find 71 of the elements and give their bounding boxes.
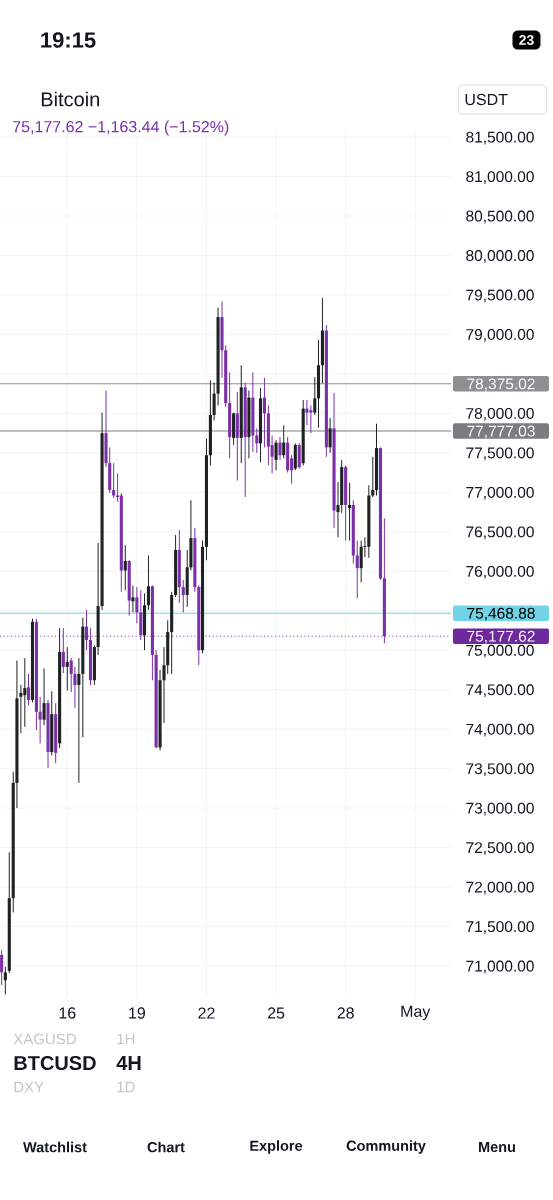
text: DXY [14, 1081, 44, 1093]
candlestick [309, 404, 313, 434]
x-tick-label: 19 [129, 1007, 145, 1019]
y-axis-title: USDT [465, 93, 508, 106]
candlestick [139, 589, 143, 641]
x-tick-label: 25 [267, 1007, 285, 1019]
candlestick [84, 609, 89, 651]
y-tick-label: 76,000.00 [466, 565, 534, 579]
candlestick [313, 376, 317, 416]
text: 1D [117, 1081, 135, 1093]
text: Community [346, 1140, 426, 1154]
candlestick [348, 482, 352, 541]
text: 23 [519, 35, 534, 45]
chart-title: Bitcoin [41, 91, 99, 107]
candlestick [26, 673, 31, 706]
y-tick-label: 79,000.00 [466, 329, 534, 342]
ref-line-label: 75,468.88 [467, 607, 535, 621]
candlestick [181, 579, 185, 613]
text: Chart [147, 1141, 185, 1153]
text: BTCUSD [14, 1055, 96, 1071]
text: Explore [250, 1140, 303, 1154]
candlestick [293, 442, 297, 471]
candlestick [0, 949, 4, 986]
y-tick-label: 77,500.00 [466, 447, 534, 461]
y-tick-label: 76,500.00 [466, 526, 534, 540]
chart-subtitle: 75,177.62 −1,163.44 (−1.52%) [13, 120, 229, 136]
y-tick-label: 73,000.00 [466, 802, 534, 816]
text: Watchlist [23, 1141, 87, 1153]
y-tick-label: 71,000.00 [466, 960, 534, 974]
x-tick-label: 16 [59, 1007, 76, 1019]
candlestick [278, 436, 282, 461]
text: 1H [117, 1033, 135, 1045]
text: XAGUSD [13, 1033, 76, 1045]
y-tick-label: 78,000.00 [466, 407, 534, 421]
y-tick-label: 79,500.00 [466, 289, 534, 303]
candlestick [305, 399, 309, 426]
candlestick [3, 966, 7, 995]
y-tick-label: 80,500.00 [466, 210, 534, 224]
candlestick [131, 584, 135, 613]
ref-line-label: 75,177.62 [467, 630, 535, 644]
y-tick-label: 80,000.00 [466, 250, 534, 263]
candlestick [146, 554, 151, 611]
x-tick-label: May [401, 1005, 431, 1021]
candlestick [274, 439, 278, 471]
x-tick-label: 28 [337, 1007, 354, 1019]
y-tick-label: 81,500.00 [466, 131, 534, 145]
candlestick [297, 442, 301, 470]
y-tick-label: 74,500.00 [466, 684, 534, 698]
ref-line-label: 78,375.02 [467, 378, 535, 392]
candlestick [123, 544, 127, 591]
y-tick-label: 75,000.00 [466, 644, 534, 658]
candlestick [61, 627, 65, 674]
candlestick [328, 417, 332, 454]
y-tick-label: 73,500.00 [466, 763, 534, 777]
y-tick-label: 74,000.00 [466, 723, 534, 737]
text: Menu [479, 1141, 515, 1153]
candlestick [262, 377, 266, 448]
candlestick [282, 424, 286, 459]
y-tick-label: 77,000.00 [466, 486, 534, 500]
candlestick [359, 539, 363, 583]
x-tick-label: 22 [198, 1007, 215, 1019]
y-tick-label: 72,000.00 [466, 881, 534, 895]
text: 4H [116, 1056, 141, 1070]
y-tick-label: 72,500.00 [466, 842, 534, 855]
y-tick-label: 81,000.00 [466, 171, 534, 184]
candlestick [65, 646, 69, 691]
candlestick [42, 667, 46, 726]
ref-line-label: 77,777.03 [467, 425, 535, 439]
y-tick-label: 71,500.00 [466, 921, 534, 934]
candlestick [355, 539, 359, 599]
text: 19:15 [41, 32, 96, 48]
